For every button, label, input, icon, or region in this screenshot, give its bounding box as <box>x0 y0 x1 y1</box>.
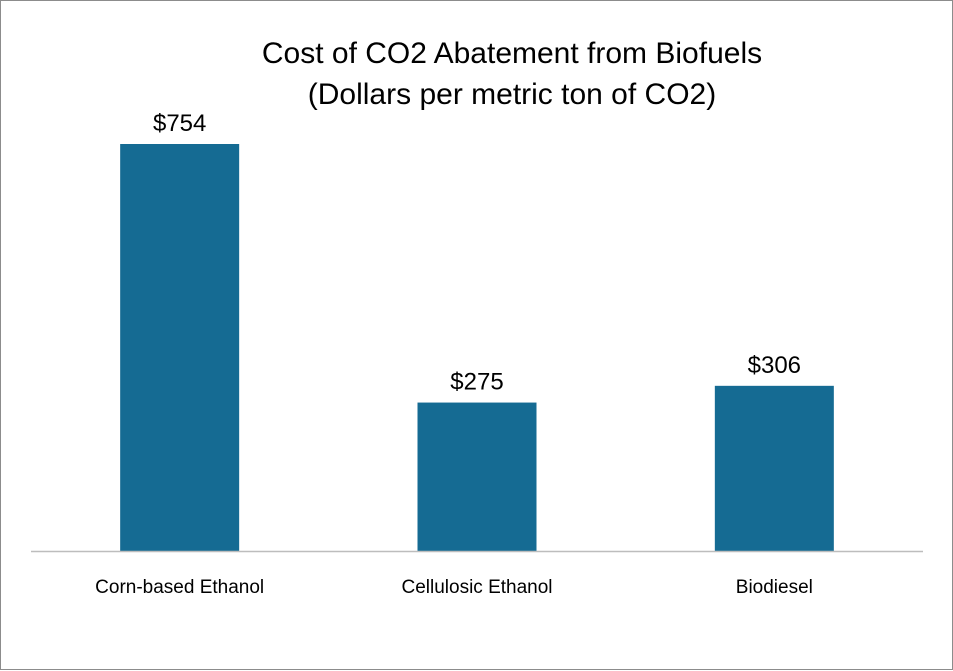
data-label-2: $306 <box>748 352 801 379</box>
category-label-1: Cellulosic Ethanol <box>401 577 552 598</box>
category-label-2: Biodiesel <box>736 577 813 598</box>
bar-2 <box>714 385 834 551</box>
category-label-0: Corn-based Ethanol <box>95 577 264 598</box>
bar-1 <box>417 402 537 551</box>
bar-0 <box>120 144 240 551</box>
chart-title-line-1: Cost of CO2 Abatement from Biofuels <box>262 37 762 70</box>
data-label-1: $275 <box>450 369 503 396</box>
data-label-0: $754 <box>153 110 206 137</box>
chart-title-line-2: (Dollars per metric ton of CO2) <box>308 78 716 111</box>
bars-group: $754 Corn-based Ethanol $275 Cellulosic Eth… <box>95 110 834 598</box>
